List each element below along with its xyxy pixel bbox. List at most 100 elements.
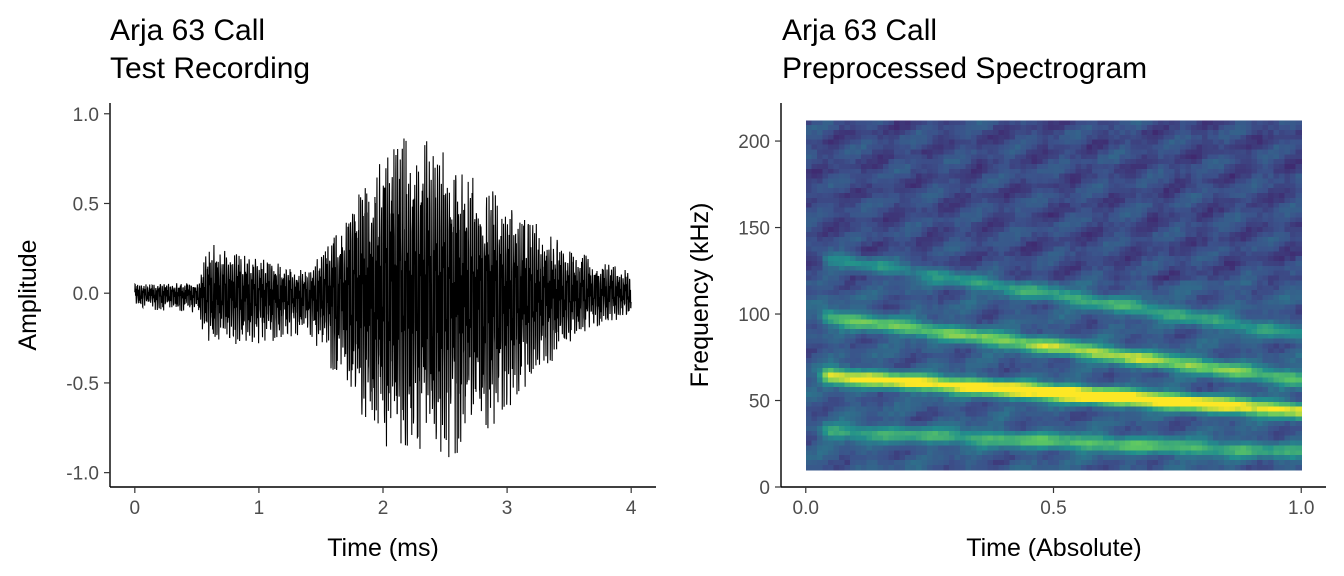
spectrogram-cell bbox=[1053, 309, 1060, 316]
spectrogram-cell bbox=[860, 382, 867, 388]
spectrogram-cell bbox=[1086, 183, 1093, 189]
spectrogram-cell bbox=[981, 144, 989, 151]
waveform-x-tick-label: 2 bbox=[378, 498, 389, 519]
spectrogram-cell bbox=[1031, 149, 1038, 155]
spectrogram-cell bbox=[849, 173, 856, 180]
spectrogram-cell bbox=[871, 358, 878, 364]
spectrogram-cell bbox=[805, 416, 812, 422]
spectrogram-cell bbox=[849, 163, 856, 170]
spectrogram-cell bbox=[1042, 270, 1049, 277]
spectrogram-cell bbox=[805, 309, 812, 316]
spectrogram-cell bbox=[932, 430, 939, 437]
spectrogram-cell bbox=[910, 139, 917, 146]
spectrogram-cell bbox=[838, 416, 845, 422]
spectrogram-cell bbox=[827, 314, 834, 320]
spectrogram-cell bbox=[1125, 426, 1132, 432]
spectrogram-cell bbox=[915, 358, 922, 364]
spectrogram-cell bbox=[998, 207, 1005, 214]
spectrogram-cell bbox=[1141, 348, 1148, 354]
spectrogram-cell bbox=[816, 222, 823, 228]
spectrogram-cell bbox=[860, 338, 867, 345]
spectrogram-cell bbox=[959, 328, 967, 335]
spectrogram-cell bbox=[1020, 265, 1027, 272]
spectrogram-cell bbox=[1125, 149, 1132, 155]
spectrogram-cell bbox=[1070, 450, 1077, 456]
spectrogram-cell bbox=[1086, 304, 1093, 311]
spectrogram-cell bbox=[910, 159, 917, 165]
spectrogram-cell bbox=[1136, 362, 1143, 369]
spectrogram-cell bbox=[1020, 377, 1027, 383]
spectrogram-cell bbox=[1158, 430, 1165, 437]
spectrogram-cell bbox=[1059, 455, 1066, 461]
spectrogram-cell bbox=[1174, 217, 1181, 223]
spectrogram-cell bbox=[1003, 328, 1011, 335]
spectrogram-cell bbox=[1064, 207, 1071, 214]
spectrogram-cell bbox=[833, 333, 840, 340]
spectrogram-cell bbox=[1130, 197, 1137, 204]
spectrogram-cell bbox=[805, 358, 812, 364]
spectrogram-cell bbox=[943, 144, 950, 151]
spectrogram-cell bbox=[1119, 377, 1126, 383]
spectrogram-cell bbox=[981, 416, 989, 422]
spectrogram-cell bbox=[910, 450, 917, 456]
spectrogram-cell bbox=[932, 450, 939, 456]
spectrogram-cell bbox=[1059, 426, 1066, 432]
spectrogram-cell bbox=[921, 130, 928, 136]
spectrogram-cell bbox=[915, 372, 922, 379]
spectrogram-cell bbox=[1081, 387, 1088, 393]
spectrogram-cell bbox=[1025, 401, 1033, 408]
spectrogram-cell bbox=[937, 236, 944, 243]
spectrogram-cell bbox=[937, 134, 944, 141]
spectrogram-cell bbox=[932, 460, 939, 466]
spectrogram-cell bbox=[1125, 139, 1132, 146]
spectrogram-cell bbox=[1130, 251, 1137, 257]
spectrogram-cell bbox=[976, 430, 983, 437]
spectrogram-cell bbox=[915, 295, 922, 301]
spectrogram-cell bbox=[822, 445, 829, 451]
spectrogram-cell bbox=[1047, 120, 1055, 126]
spectrogram-cell bbox=[1158, 149, 1165, 155]
spectrogram-cell bbox=[1147, 173, 1154, 180]
spectrogram-cell bbox=[926, 285, 933, 291]
spectrogram-cell bbox=[954, 421, 961, 427]
spectrogram-cell bbox=[1064, 460, 1071, 466]
spectrogram-cell bbox=[893, 144, 900, 151]
spectrogram-cell bbox=[948, 367, 956, 374]
spectrogram-cell bbox=[1014, 251, 1022, 257]
spectrogram-cell bbox=[1108, 193, 1115, 199]
spectrogram-cell bbox=[976, 217, 983, 223]
spectrogram-cell bbox=[1020, 231, 1027, 238]
spectrogram-cell bbox=[1003, 430, 1011, 437]
spectrogram-cell bbox=[805, 421, 812, 427]
spectrogram-cell bbox=[987, 314, 994, 320]
spectrogram-cell bbox=[932, 387, 939, 393]
spectrogram-cell bbox=[1174, 159, 1181, 165]
spectrogram-cell bbox=[921, 120, 928, 126]
spectrogram-cell bbox=[838, 197, 845, 204]
spectrogram-cell bbox=[844, 304, 851, 311]
spectrogram-cell bbox=[849, 387, 856, 393]
spectrogram-cell bbox=[1152, 353, 1159, 359]
spectrogram-cell bbox=[1125, 333, 1132, 340]
spectrogram-cell bbox=[921, 295, 928, 301]
spectrogram-cell bbox=[921, 387, 928, 393]
spectrogram-cell bbox=[816, 207, 823, 214]
spectrogram-cell bbox=[1152, 328, 1159, 335]
spectrogram-cell bbox=[954, 251, 961, 257]
spectrogram-cell bbox=[1097, 173, 1104, 180]
spectrogram-cell bbox=[904, 387, 911, 393]
spectrogram-cell bbox=[1086, 421, 1093, 427]
spectrogram-cell bbox=[1169, 455, 1176, 461]
spectrogram-cell bbox=[910, 455, 917, 461]
spectrogram-cell bbox=[1003, 154, 1011, 160]
spectrogram-cell bbox=[965, 343, 972, 349]
spectrogram-cell bbox=[877, 396, 884, 403]
spectrogram-cell bbox=[877, 435, 884, 442]
spectrogram-cell bbox=[904, 207, 911, 214]
spectrogram-cell bbox=[926, 246, 933, 252]
spectrogram-cell bbox=[811, 280, 818, 286]
spectrogram-cell bbox=[976, 460, 983, 466]
spectrogram-cell bbox=[844, 241, 851, 248]
spectrogram-cell bbox=[1081, 265, 1088, 272]
spectrogram-cell bbox=[811, 241, 818, 248]
